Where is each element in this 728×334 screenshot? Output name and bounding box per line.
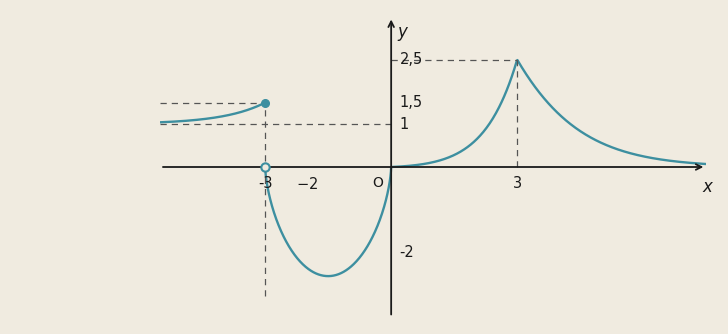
Text: -3: -3 bbox=[258, 176, 272, 191]
Text: y: y bbox=[397, 23, 408, 41]
Text: 3: 3 bbox=[513, 176, 522, 191]
Text: 1,5: 1,5 bbox=[400, 95, 423, 110]
Text: $-2$: $-2$ bbox=[296, 176, 318, 192]
Text: x: x bbox=[702, 178, 712, 196]
Text: O: O bbox=[373, 176, 384, 190]
Text: 2,5: 2,5 bbox=[400, 52, 423, 67]
Text: -2: -2 bbox=[400, 245, 414, 261]
Text: 1: 1 bbox=[400, 117, 409, 132]
